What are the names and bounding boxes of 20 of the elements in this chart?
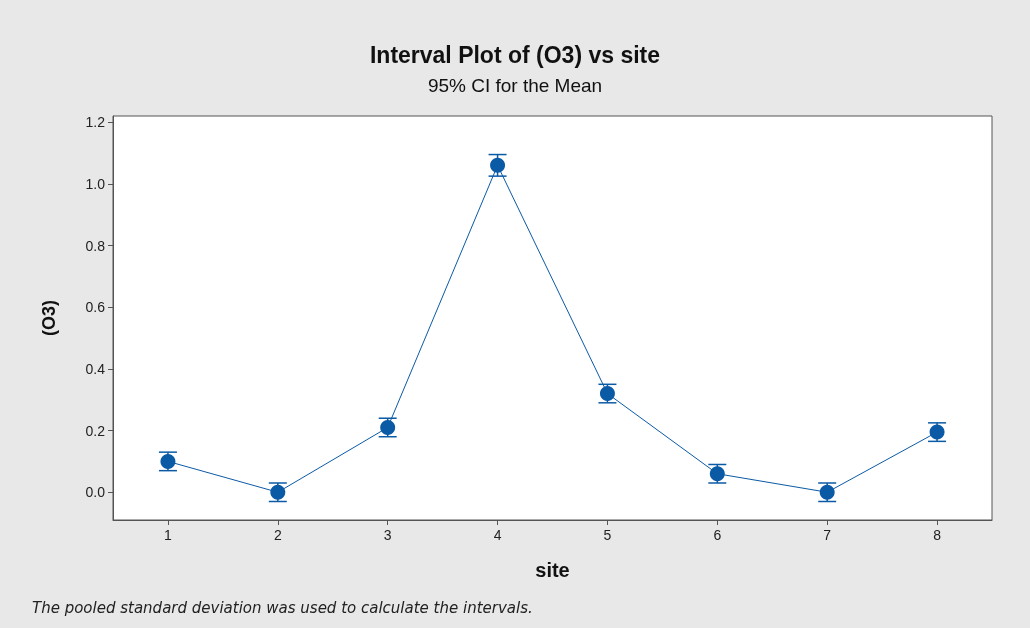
chart-title: Interval Plot of (O3) vs site (369, 41, 661, 68)
x-tick-label: 3 (383, 527, 392, 543)
y-tick-label: 0.4 (85, 360, 106, 377)
text: The pooled standard deviation was used to calculate the intervals. (32, 598, 533, 617)
x-tick-label: 4 (493, 527, 502, 543)
x-tick-label: 5 (603, 527, 612, 543)
y-tick-label: 1.0 (85, 175, 106, 192)
x-tick-label: 8 (933, 527, 942, 543)
y-tick-label: 0.8 (85, 237, 106, 254)
x-axis-title: site (535, 559, 570, 581)
x-tick-label: 6 (713, 527, 722, 543)
chart-subtitle: 95% CI for the Mean (427, 75, 603, 96)
x-tick-label: 1 (164, 527, 173, 543)
x-tick-label: 2 (273, 527, 282, 543)
y-axis-title: (O3) (39, 299, 59, 336)
y-tick-label: 0.0 (85, 484, 106, 501)
y-tick-label: 1.2 (85, 114, 106, 131)
y-tick-label: 0.6 (85, 299, 106, 316)
x-tick-label: 7 (823, 527, 832, 543)
y-tick-label: 0.2 (85, 422, 106, 439)
